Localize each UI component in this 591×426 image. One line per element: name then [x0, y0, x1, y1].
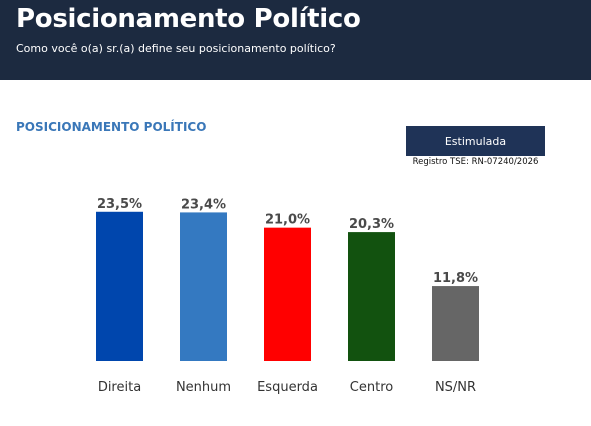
bar-value-label: 23,5% — [97, 197, 142, 212]
category-label: NS/NR — [435, 380, 476, 395]
bar-direita — [96, 211, 143, 361]
registro-tse: Registro TSE: RN-07240/2026 — [412, 157, 539, 167]
bar-centro — [348, 232, 395, 361]
bar-value-label: 20,3% — [349, 217, 394, 232]
bar-nenhum — [180, 212, 227, 361]
section-label: POSICIONAMENTO POLÍTICO — [16, 120, 207, 134]
bar-value-label: 23,4% — [181, 197, 226, 212]
bar-value-label: 11,8% — [433, 271, 478, 286]
category-label: Esquerda — [257, 380, 318, 395]
page-title: Posicionamento Político — [16, 4, 361, 34]
stimulated-badge: Estimulada — [406, 126, 545, 156]
bar-esquerda — [264, 227, 311, 361]
category-label: Centro — [350, 380, 393, 395]
bar-chart: 23,5% Direita 23,4% Nenhum 21,0% Esquerda 20,3… — [96, 197, 479, 395]
page-subtitle: Como você o(a) sr.(a) define seu posicio… — [16, 42, 336, 55]
bar-value-label: 21,0% — [265, 213, 310, 228]
stimulated-badge-label: Estimulada — [444, 134, 507, 148]
category-label: Direita — [98, 380, 141, 395]
category-label: Nenhum — [176, 380, 231, 395]
bar-ns-nr — [432, 286, 479, 361]
header-banner: Posicionamento Político Como você o(a) s… — [0, 0, 591, 80]
